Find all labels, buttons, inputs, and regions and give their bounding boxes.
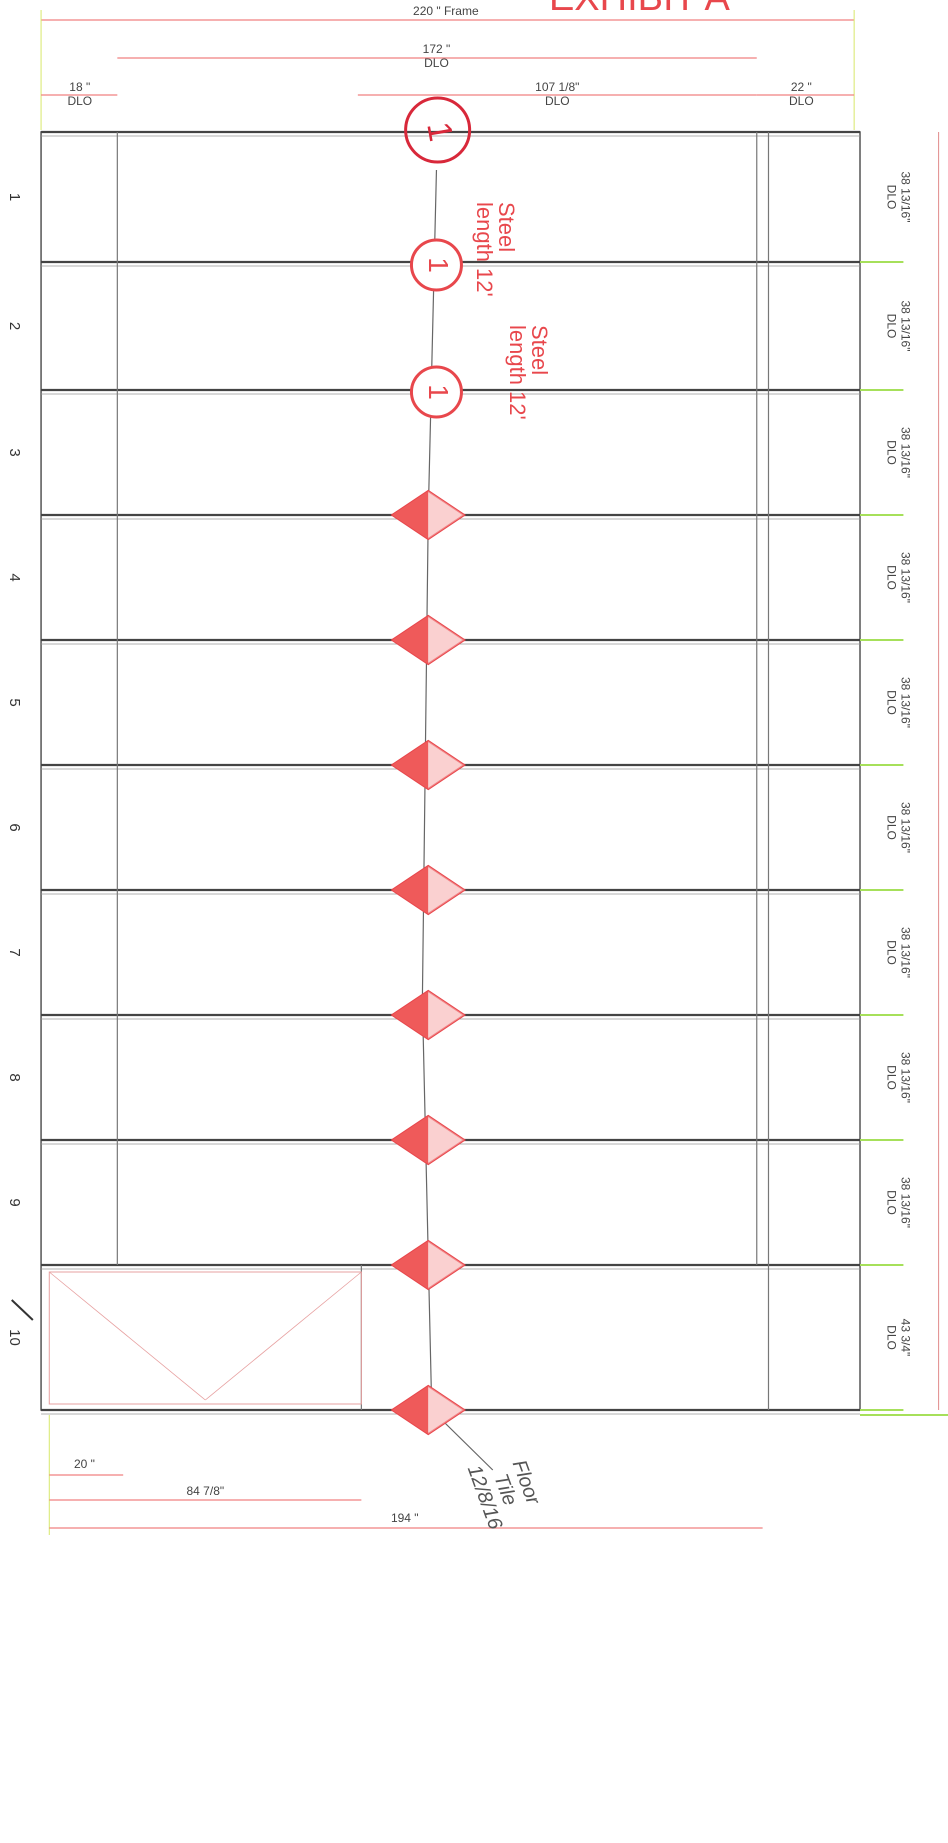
row-size-type: DLO	[884, 1325, 898, 1350]
row-size-type: DLO	[884, 1065, 898, 1090]
row-number: 7	[6, 948, 23, 956]
top-dimension-type: DLO	[67, 94, 92, 108]
door-box	[49, 1272, 361, 1404]
bottom-dimension: 20 "	[74, 1457, 95, 1471]
row-size-value: 38 13/16"	[898, 677, 912, 728]
row-size-value: 38 13/16"	[898, 301, 912, 352]
top-dimension-type: DLO	[545, 94, 570, 108]
bottom-dimension: 194 "	[391, 1511, 419, 1525]
row-size-value: 38 13/16"	[898, 1177, 912, 1228]
row-size: 38 13/16"DLO	[884, 802, 912, 853]
diamond-fill	[428, 491, 464, 539]
row-size-type: DLO	[884, 314, 898, 339]
row-number: 5	[6, 698, 23, 706]
pen-mark	[12, 1300, 33, 1320]
row-number: 2	[6, 322, 23, 330]
row-size-type: DLO	[884, 940, 898, 965]
row-number: 10	[6, 1329, 23, 1346]
row-size: 38 13/16"DLO	[884, 927, 912, 978]
exhibit-title: EXHIBIT A	[549, 0, 731, 19]
diamond-fill	[392, 1241, 428, 1289]
row-size-value: 38 13/16"	[898, 1052, 912, 1103]
row-size: 38 13/16"DLO	[884, 1177, 912, 1228]
diamond-fill	[392, 1116, 428, 1164]
steel-note-line: length 12'	[505, 325, 530, 420]
diamond-fill	[428, 991, 464, 1039]
row-size: 38 13/16"DLO	[884, 172, 912, 223]
callout-number: 1	[423, 384, 454, 400]
row-size-value: 38 13/16"	[898, 172, 912, 223]
row-size: 38 13/16"DLO	[884, 552, 912, 603]
row-size-type: DLO	[884, 690, 898, 715]
row-number: 9	[6, 1198, 23, 1206]
row-size-value: 38 13/16"	[898, 427, 912, 478]
diamond-fill	[392, 491, 428, 539]
diamond-fill	[392, 616, 428, 664]
row-size-value: 38 13/16"	[898, 802, 912, 853]
diamond-fill	[392, 866, 428, 914]
row-size: 38 13/16"DLO	[884, 1052, 912, 1103]
row-size-type: DLO	[884, 815, 898, 840]
row-number: 4	[6, 573, 23, 581]
row-size: 43 3/4"DLO	[884, 1319, 912, 1357]
row-size-type: DLO	[884, 565, 898, 590]
diamond-fill	[428, 741, 464, 789]
callout-number: 1	[423, 257, 454, 273]
diamond-fill	[428, 616, 464, 664]
top-dimension: 172 "	[423, 42, 451, 56]
row-size-value: 38 13/16"	[898, 927, 912, 978]
door-swing	[205, 1272, 361, 1400]
row-size: 38 13/16"DLO	[884, 677, 912, 728]
diamond-fill	[392, 741, 428, 789]
row-number: 1	[6, 193, 23, 201]
diamond-fill	[392, 991, 428, 1039]
top-dimension: 22 "	[791, 80, 812, 94]
row-number: 6	[6, 823, 23, 831]
top-dimension: 107 1/8"	[535, 80, 579, 94]
row-number: 3	[6, 448, 23, 456]
row-size-type: DLO	[884, 185, 898, 210]
row-number: 8	[6, 1073, 23, 1081]
diamond-fill	[428, 1386, 464, 1434]
diamond-fill	[428, 866, 464, 914]
row-size-type: DLO	[884, 440, 898, 465]
diamond-fill	[392, 1386, 428, 1434]
row-size-value: 43 3/4"	[898, 1319, 912, 1357]
bottom-dimension: 84 7/8"	[187, 1484, 225, 1498]
top-dimension-type: DLO	[789, 94, 814, 108]
steel-note-line: length 12'	[472, 202, 497, 297]
handwritten-marker: 1	[419, 119, 460, 144]
diamond-fill	[428, 1116, 464, 1164]
top-dimension-type: DLO	[424, 56, 449, 70]
row-size: 38 13/16"DLO	[884, 427, 912, 478]
diamond-fill	[428, 1241, 464, 1289]
drawing: 220 " FrameEXHIBIT A172 "DLO18 "DLO107 1…	[0, 0, 948, 1843]
top-dimension: 18 "	[69, 80, 90, 94]
row-size-type: DLO	[884, 1190, 898, 1215]
frame-label: 220 " Frame	[413, 4, 479, 18]
door-swing	[49, 1272, 205, 1400]
row-size-value: 38 13/16"	[898, 552, 912, 603]
row-size: 38 13/16"DLO	[884, 301, 912, 352]
